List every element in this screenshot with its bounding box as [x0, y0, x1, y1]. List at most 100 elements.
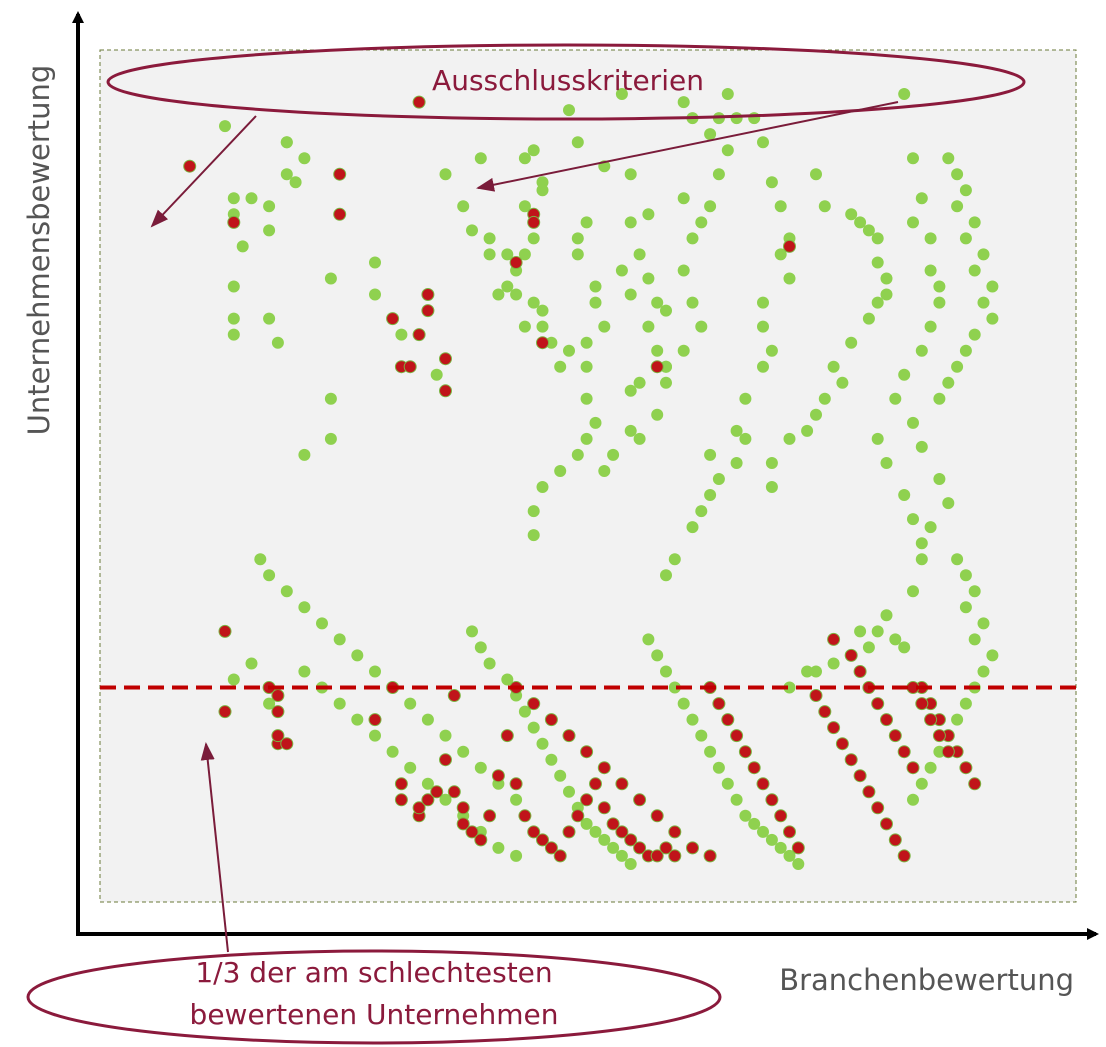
excluded-point: [818, 705, 832, 719]
included-point: [518, 152, 531, 165]
excluded-point: [615, 777, 629, 791]
included-point: [501, 280, 514, 293]
excluded-point: [888, 833, 902, 847]
excluded-point: [932, 729, 946, 743]
included-point: [227, 192, 240, 205]
excluded-point: [447, 689, 461, 702]
included-point: [642, 272, 655, 285]
excluded-point: [721, 713, 735, 727]
excluded-point: [218, 705, 232, 719]
excluded-point: [439, 352, 452, 366]
excluded-point: [527, 697, 541, 711]
excluded-point: [650, 809, 664, 823]
included-point: [219, 120, 231, 133]
included-point: [898, 489, 911, 501]
included-point: [263, 312, 276, 325]
included-point: [607, 448, 620, 461]
included-point: [774, 841, 787, 854]
excluded-point: [544, 713, 558, 727]
included-point: [933, 392, 946, 405]
included-point: [624, 288, 637, 301]
included-point: [298, 601, 311, 614]
excluded-point: [571, 809, 585, 823]
included-point: [686, 713, 699, 726]
included-point: [915, 192, 928, 205]
included-point: [686, 296, 699, 309]
included-point: [748, 817, 761, 830]
included-point: [783, 849, 796, 862]
included-point: [907, 513, 919, 526]
excluded-point: [271, 689, 285, 702]
included-point: [439, 168, 452, 181]
included-point: [518, 200, 531, 213]
included-point: [227, 312, 240, 325]
included-point: [369, 256, 381, 269]
excluded-point: [589, 777, 602, 791]
excluded-point: [606, 817, 620, 831]
included-point: [721, 144, 734, 157]
included-point: [748, 112, 761, 125]
excluded-point: [412, 328, 426, 342]
excluded-point: [562, 825, 576, 839]
excluded-point: [659, 841, 673, 855]
excluded-point: [394, 793, 408, 807]
excluded-point: [924, 713, 938, 727]
excluded-point: [633, 841, 647, 855]
included-point: [298, 448, 311, 461]
included-point: [492, 288, 505, 301]
included-point: [430, 368, 443, 381]
bottom-third-callout-line1: 1/3 der am schlechtesten: [195, 956, 552, 989]
included-point: [589, 296, 602, 309]
included-point: [704, 128, 717, 141]
included-point: [933, 473, 946, 485]
excluded-point: [447, 785, 461, 799]
included-point: [730, 112, 743, 125]
excluded-point: [844, 648, 858, 662]
included-point: [615, 849, 628, 862]
included-point: [563, 344, 575, 357]
included-point: [263, 200, 276, 213]
included-point: [324, 432, 337, 445]
excluded-point: [394, 777, 408, 791]
included-point: [810, 665, 822, 678]
included-point: [351, 649, 364, 662]
included-point: [421, 713, 434, 726]
included-point: [651, 296, 664, 309]
bottom-third-arrow: [200, 742, 229, 953]
exclusion-callout-ellipse: [106, 43, 1026, 121]
excluded-point: [536, 336, 549, 350]
included-point: [907, 793, 919, 806]
included-point: [624, 858, 637, 870]
excluded-point: [897, 745, 911, 759]
excluded-point: [897, 849, 911, 863]
excluded-point: [544, 841, 558, 855]
included-point: [642, 208, 655, 221]
included-point: [818, 392, 831, 405]
excluded-point: [430, 785, 444, 799]
included-point: [536, 320, 549, 333]
included-point: [624, 168, 637, 181]
included-point: [977, 665, 990, 678]
excluded-point: [509, 777, 523, 791]
included-point: [580, 432, 593, 445]
included-point: [536, 737, 549, 750]
included-point: [527, 144, 540, 157]
included-point: [589, 280, 602, 293]
included-point: [968, 585, 981, 598]
included-point: [986, 312, 999, 325]
excluded-point: [880, 817, 893, 831]
excluded-point: [615, 825, 629, 839]
included-point: [615, 88, 628, 100]
included-point: [466, 625, 478, 638]
included-point: [959, 344, 972, 357]
included-point: [915, 440, 928, 453]
excluded-point: [183, 159, 197, 173]
included-point: [651, 408, 664, 421]
excluded-point: [941, 745, 955, 759]
excluded-point: [421, 304, 435, 318]
included-point: [651, 344, 664, 357]
included-point: [501, 673, 514, 686]
included-point: [369, 665, 381, 678]
excluded-point: [888, 729, 902, 743]
included-point: [986, 649, 999, 662]
